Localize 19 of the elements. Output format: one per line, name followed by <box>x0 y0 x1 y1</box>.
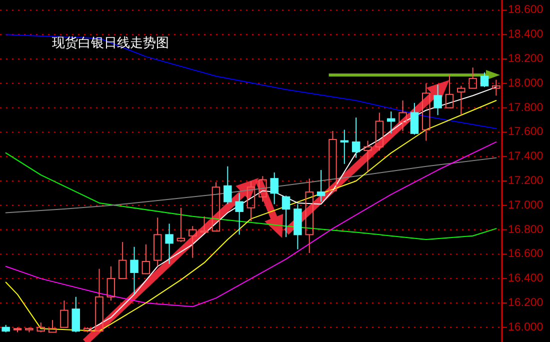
y-tick-label: 16.000 <box>508 321 544 334</box>
y-tick-label: 16.200 <box>508 296 544 309</box>
y-tick-label: 16.600 <box>508 248 544 260</box>
y-tick-label: 18.000 <box>508 77 544 90</box>
y-tick-label: 18.200 <box>508 53 544 66</box>
y-tick-label: 16.400 <box>508 272 544 285</box>
y-tick-label: 17.400 <box>508 150 544 163</box>
line-series <box>5 141 497 308</box>
line-series <box>5 100 497 332</box>
line-series <box>5 34 497 130</box>
y-tick-label: 18.600 <box>508 4 544 16</box>
y-tick-label: 17.000 <box>508 199 544 212</box>
line-series <box>5 157 497 214</box>
line-series <box>5 152 497 240</box>
y-tick-label: 16.800 <box>508 224 544 236</box>
y-tick-label: 18.400 <box>508 28 544 41</box>
y-tick-label: 17.800 <box>508 102 544 114</box>
y-tick-label: 17.600 <box>508 126 544 138</box>
y-tick-label: 17.200 <box>508 174 544 187</box>
